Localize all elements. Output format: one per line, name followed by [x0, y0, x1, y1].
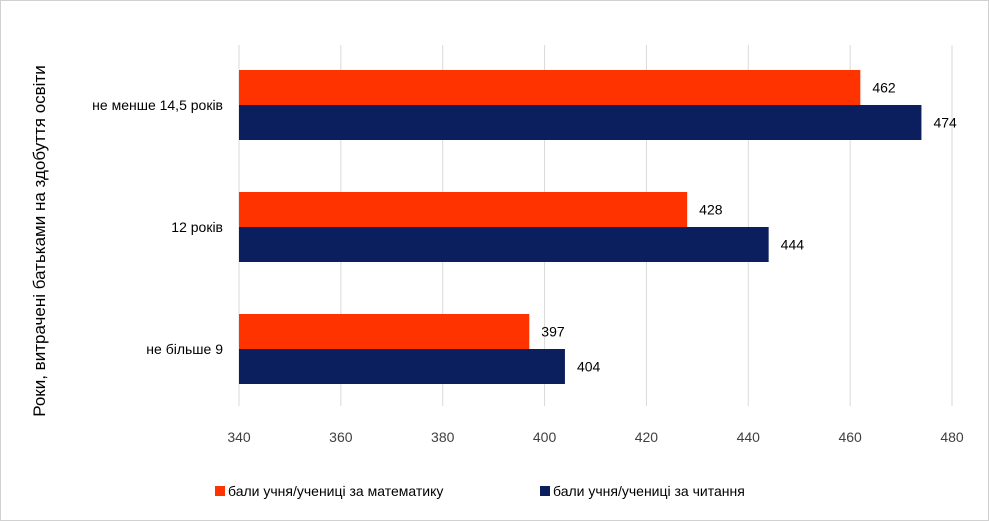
x-tick-label: 340 — [227, 429, 251, 445]
bar — [239, 192, 688, 227]
category-label: не більше 9 — [146, 341, 223, 357]
legend-swatch — [215, 486, 225, 496]
category-label: не менше 14,5 років — [92, 97, 223, 113]
x-tick-label: 440 — [737, 429, 761, 445]
data-label: 404 — [577, 359, 601, 375]
bar — [239, 70, 861, 105]
bar — [239, 105, 922, 140]
data-label: 397 — [541, 324, 565, 340]
data-label: 444 — [781, 237, 805, 253]
x-axis-ticks: 340 360 380 400 420 440 460 480 — [227, 429, 964, 445]
x-tick-label: 420 — [635, 429, 659, 445]
data-labels: 397 404 428 444 462 474 — [541, 80, 957, 375]
x-tick-label: 380 — [431, 429, 455, 445]
data-label: 428 — [699, 202, 723, 218]
data-label: 462 — [872, 80, 896, 96]
y-axis-categories: не більше 9 12 років не менше 14,5 років — [92, 97, 223, 357]
bar — [239, 314, 530, 349]
bars — [239, 70, 922, 384]
bar — [239, 227, 769, 262]
legend-label: бали учня/учениці за читання — [553, 483, 745, 499]
legend-label: бали учня/учениці за математику — [228, 483, 443, 499]
bar — [239, 349, 565, 384]
legend: бали учня/учениці за математику бали учня… — [215, 483, 745, 499]
x-tick-label: 400 — [533, 429, 557, 445]
x-tick-label: 460 — [838, 429, 862, 445]
x-tick-label: 360 — [329, 429, 353, 445]
y-axis-title: Роки, витрачені батьками на здобуття осв… — [30, 65, 49, 417]
x-tick-label: 480 — [940, 429, 964, 445]
legend-swatch — [540, 486, 550, 496]
data-label: 474 — [933, 115, 957, 131]
category-label: 12 років — [171, 219, 223, 235]
